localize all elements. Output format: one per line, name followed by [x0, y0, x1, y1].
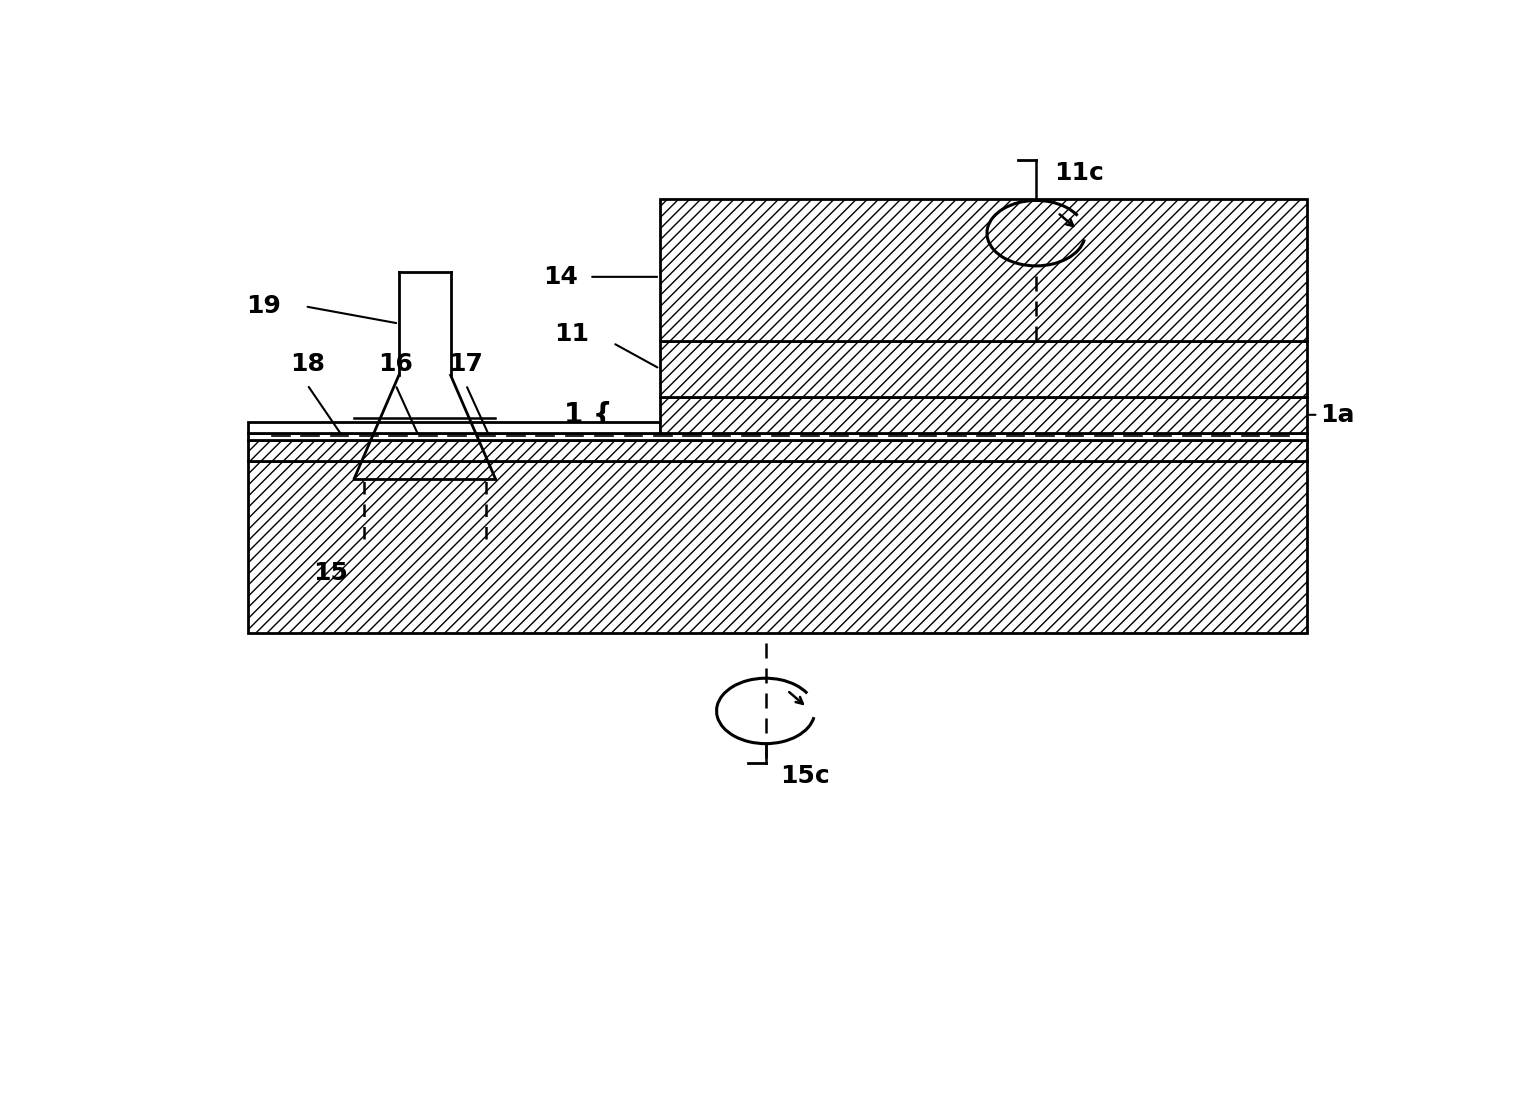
Text: 11: 11: [554, 322, 589, 347]
Text: 1 {: 1 {: [564, 400, 613, 429]
Text: 16: 16: [378, 352, 413, 376]
Text: 1a: 1a: [1321, 402, 1355, 427]
Bar: [660, 199, 1306, 341]
Bar: [249, 462, 1306, 634]
Bar: [660, 341, 1306, 397]
Bar: [249, 421, 660, 433]
Text: 14: 14: [543, 265, 578, 288]
Bar: [249, 433, 1306, 439]
Bar: [249, 439, 1306, 462]
Text: 15: 15: [314, 561, 347, 585]
Bar: [660, 397, 1306, 433]
Text: 17: 17: [449, 352, 484, 376]
Text: 18: 18: [290, 352, 325, 376]
Text: 19: 19: [246, 294, 281, 319]
Text: 15c: 15c: [780, 764, 830, 787]
Text: 11c: 11c: [1054, 161, 1104, 184]
